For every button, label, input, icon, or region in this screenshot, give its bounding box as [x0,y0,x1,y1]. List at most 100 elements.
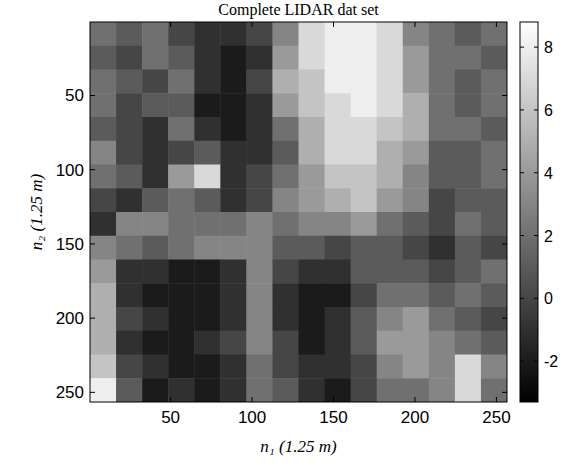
y-tick-label: 200 [56,309,84,328]
cell [403,331,430,355]
cell [168,331,195,355]
cell [299,331,326,355]
cell [481,355,507,379]
cell [325,117,352,141]
cell [220,165,247,189]
y-tick [90,243,95,244]
cell [455,236,482,260]
cell [220,283,247,307]
colorbar-tick [534,298,538,299]
cell [142,22,169,46]
y-tick [502,318,507,319]
cell [194,141,221,165]
cell [194,70,221,94]
cell [246,141,273,165]
cell [455,117,482,141]
cell [220,70,247,94]
cell [351,355,378,379]
cell [299,93,326,117]
cell [246,307,273,331]
x-tick [496,397,497,402]
cell [455,212,482,236]
cell [403,141,430,165]
cell [116,188,143,212]
cell [272,117,299,141]
cell [377,117,404,141]
cell [403,165,430,189]
cell [377,212,404,236]
x-tick [333,397,334,402]
cell [142,260,169,284]
cell [194,188,221,212]
cell [377,260,404,284]
cell [299,355,326,379]
cell [194,46,221,70]
cell [168,283,195,307]
cell [272,307,299,331]
colorbar [520,22,538,402]
cell [220,22,247,46]
cell [403,70,430,94]
cell [142,141,169,165]
cell [142,117,169,141]
cell [299,141,326,165]
cell [272,22,299,46]
cell [325,331,352,355]
cell [455,22,482,46]
cell [351,93,378,117]
cell [116,93,143,117]
cell [272,283,299,307]
cell [429,355,456,379]
cell [142,93,169,117]
cell [90,46,117,70]
cell [194,165,221,189]
y-tick [502,243,507,244]
cell [325,236,352,260]
cell [194,93,221,117]
colorbar-tick-label: 2 [544,228,553,245]
cell [194,307,221,331]
cell [168,355,195,379]
cell [220,188,247,212]
cell [142,283,169,307]
cell [272,165,299,189]
cell [429,93,456,117]
cell [90,378,117,402]
cell [429,236,456,260]
cell [116,378,143,402]
cell [142,307,169,331]
cell [481,378,507,402]
cell [168,236,195,260]
cell [429,22,456,46]
cell [351,260,378,284]
cell [429,212,456,236]
x-tick [333,22,334,27]
cell [246,93,273,117]
cell [168,307,195,331]
cell [403,355,430,379]
cell [429,307,456,331]
colorbar-tick [534,47,538,48]
cell [455,355,482,379]
cell [481,236,507,260]
cell [194,283,221,307]
cell [194,355,221,379]
cell [403,93,430,117]
cell [351,307,378,331]
cell [246,355,273,379]
cell [403,212,430,236]
y-tick-label: 150 [56,235,84,254]
cell [220,236,247,260]
y-axis-label: n₂ (1.25 m) [27,174,46,251]
cell [403,117,430,141]
cell [116,307,143,331]
cell [455,93,482,117]
x-tick [252,397,253,402]
cell [325,212,352,236]
cell [194,378,221,402]
cell [351,236,378,260]
cell [377,236,404,260]
cell [429,283,456,307]
colorbar-tick [520,235,524,236]
cell [429,46,456,70]
